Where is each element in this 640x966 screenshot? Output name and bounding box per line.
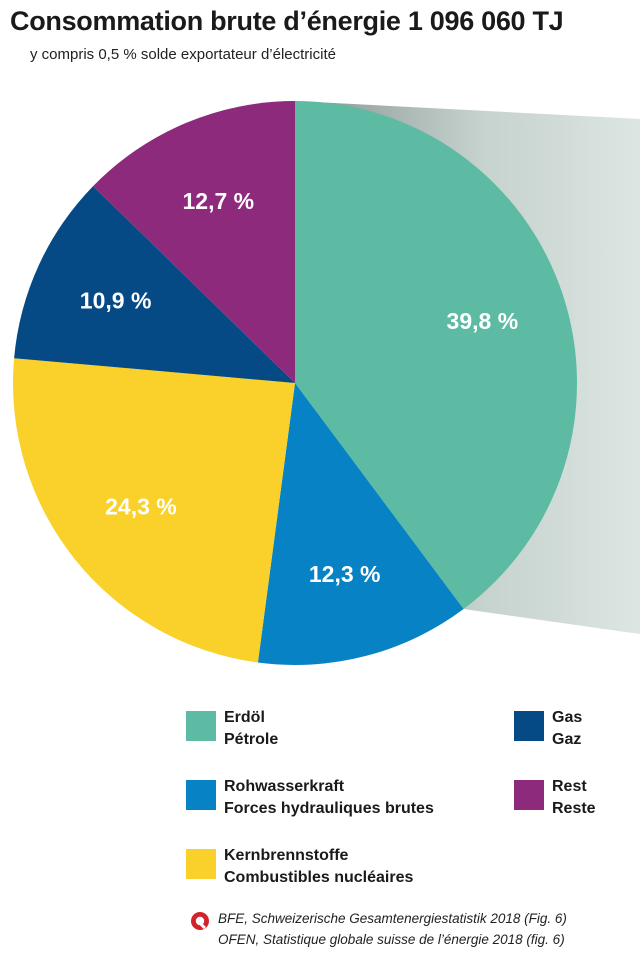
bfe-logo-icon — [191, 912, 209, 930]
legend-label-de: Gas — [552, 709, 583, 726]
legend-item-rest: Rest Reste — [514, 776, 596, 820]
chart-title: Consommation brute d’énergie 1 096 060 T… — [10, 6, 564, 36]
legend-swatch — [186, 711, 216, 741]
data-label-kernbrennstoffe: 24,3 % — [105, 493, 177, 519]
legend-label: Kernbrennstoffe Combustibles nucléaires — [224, 845, 413, 889]
legend-label-de: Rest — [552, 778, 587, 795]
legend-label: Gas Gaz — [552, 707, 582, 751]
data-label-rest: 12,7 % — [183, 188, 255, 214]
pie-slice-kernbrennstoffe — [12, 358, 295, 663]
legend-label-de: Rohwasserkraft — [224, 778, 345, 795]
pie-slice-gas — [14, 186, 295, 383]
pie-slice-erdöl — [295, 101, 577, 610]
legend-item-rohwasserkraft: Rohwasserkraft Forces hydrauliques brutes — [186, 776, 434, 820]
legend-label: Rest Reste — [552, 776, 596, 820]
legend-swatch — [514, 711, 544, 741]
legend-label-fr: Forces hydrauliques brutes — [224, 800, 434, 817]
legend-label-fr: Combustibles nucléaires — [224, 869, 414, 886]
legend-swatch — [186, 849, 216, 879]
source-note: BFE, Schweizerische Gesamtenergiestatist… — [218, 908, 567, 950]
legend-label: Erdöl Pétrole — [224, 707, 278, 751]
legend-label-fr: Reste — [552, 800, 596, 817]
source-line-de: BFE, Schweizerische Gesamtenergiestatist… — [218, 911, 567, 926]
legend-label-de: Kernbrennstoffe — [224, 847, 349, 864]
source-line-fr: OFEN, Statistique globale suisse de l’én… — [218, 932, 565, 947]
legend-label: Rohwasserkraft Forces hydrauliques brutes — [224, 776, 434, 820]
legend-swatch — [514, 780, 544, 810]
data-label-erdöl: 39,8 % — [447, 308, 519, 334]
pie-chart: 39,8 % 12,3 % 24,3 % 10,9 % 12,7 % — [12, 101, 640, 665]
legend-label-fr: Gaz — [552, 731, 582, 748]
legend-item-erdöl: Erdöl Pétrole — [186, 707, 278, 751]
legend-label-de: Erdöl — [224, 709, 265, 726]
data-label-rohwasserkraft: 12,3 % — [309, 561, 381, 587]
chart-subtitle: y compris 0,5 % solde exportateur d’élec… — [30, 46, 336, 63]
pie-slice-rest — [93, 101, 295, 383]
legend-label-fr: Pétrole — [224, 731, 279, 748]
pie-slice-rohwasserkraft — [257, 383, 464, 665]
data-label-gas: 10,9 % — [80, 288, 152, 314]
legend-swatch — [186, 780, 216, 810]
legend-item-kernbrennstoffe: Kernbrennstoffe Combustibles nucléaires — [186, 845, 413, 889]
legend-item-gas: Gas Gaz — [514, 707, 582, 751]
